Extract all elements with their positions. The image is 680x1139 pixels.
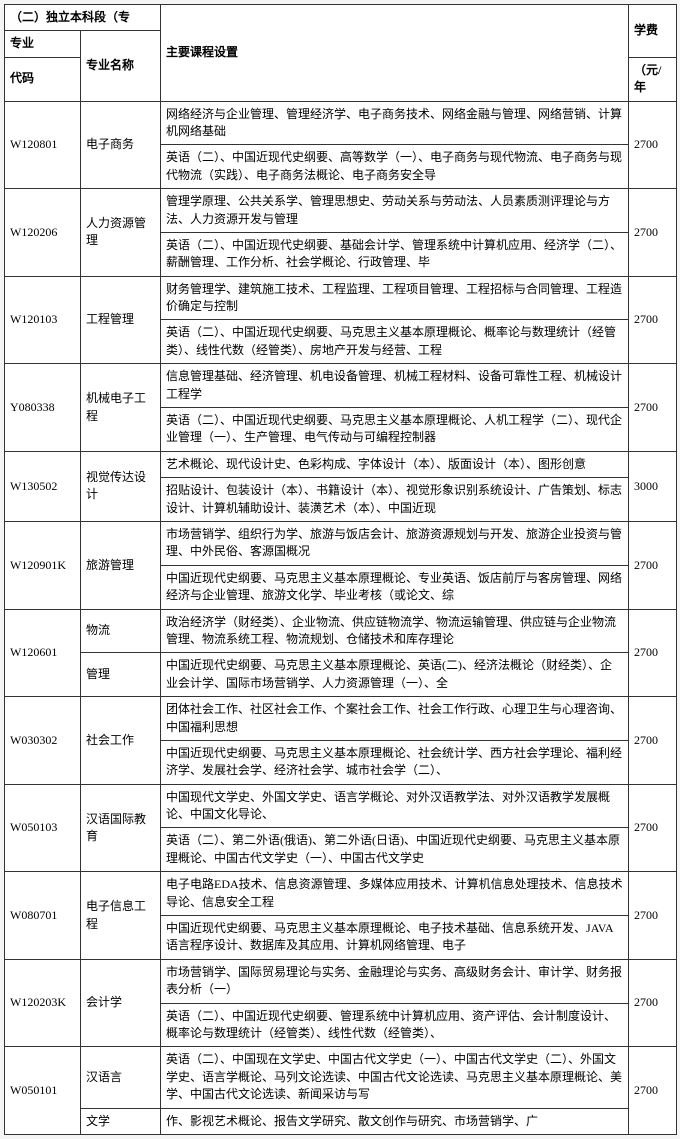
- tuition-fee: 2700: [629, 609, 677, 697]
- major-code: W120203K: [5, 959, 81, 1047]
- course-list: 中国近现代史纲要、马克思主义基本原理概论、英语(二)、经济法概论（财经类）、企业…: [161, 653, 629, 697]
- course-list: 英语（二）、中国近现代史纲要、马克思主义基本原理概论、人机工程学（二）、现代企业…: [161, 408, 629, 452]
- course-list: 市场营销学、国际贸易理论与实务、金融理论与实务、高级财务会计、审计学、财务报表分…: [161, 959, 629, 1003]
- tuition-fee: 2700: [629, 697, 677, 785]
- major-name: 视觉传达设计: [81, 451, 161, 521]
- major-name: 文学: [81, 1108, 161, 1134]
- course-list: 英语（二）、第二外语(俄语)、第二外语(日语)、中国近现代史纲要、马克思主义基本…: [161, 828, 629, 872]
- header-name: 专业名称: [81, 31, 161, 101]
- course-list: 招贴设计、包装设计（本）、书籍设计（本）、视觉形象识别系统设计、广告策划、标志设…: [161, 478, 629, 522]
- major-name: 电子信息工程: [81, 872, 161, 960]
- major-name: 人力资源管理: [81, 189, 161, 277]
- tuition-fee: 2700: [629, 101, 677, 189]
- tuition-fee: 2700: [629, 521, 677, 609]
- course-list: 信息管理基础、经济管理、机电设备管理、机械工程材料、设备可靠性工程、机械设计工程…: [161, 364, 629, 408]
- course-list: 英语（二）、中国近现代史纲要、高等数学（一）、电子商务与现代物流、电子商务与现代…: [161, 145, 629, 189]
- course-list: 中国近现代史纲要、马克思主义基本原理概论、专业英语、饭店前厅与客房管理、网络经济…: [161, 565, 629, 609]
- major-name: 管理: [81, 653, 161, 697]
- section-title: （二）独立本科段（专: [5, 5, 161, 31]
- major-code: W050103: [5, 784, 81, 872]
- header-fee-bot: （元/年: [629, 57, 677, 101]
- major-code: W050101: [5, 1047, 81, 1135]
- course-list: 网络经济与企业管理、管理经济学、电子商务技术、网络金融与管理、网络营销、计算机网…: [161, 101, 629, 145]
- tuition-fee: 2700: [629, 784, 677, 872]
- tuition-fee: 2700: [629, 959, 677, 1047]
- course-list: 英语（二）、中国现在文学史、中国古代文学史（一）、中国古代文学史（二）、外国文学…: [161, 1047, 629, 1108]
- course-list: 政治经济学（财经类）、企业物流、供应链物流学、物流运输管理、供应链与企业物流管理…: [161, 609, 629, 653]
- tuition-fee: 3000: [629, 451, 677, 521]
- course-list: 英语（二）、中国近现代史纲要、马克思主义基本原理概论、概率论与数理统计（经管类）…: [161, 320, 629, 364]
- course-list: 市场营销学、组织行为学、旅游与饭店会计、旅游资源规划与开发、旅游企业投资与管理、…: [161, 521, 629, 565]
- major-name: 社会工作: [81, 697, 161, 785]
- tuition-fee: 2700: [629, 364, 677, 452]
- major-name: 会计学: [81, 959, 161, 1047]
- major-name: 汉语言: [81, 1047, 161, 1108]
- course-list: 电子电路EDA技术、信息资源管理、多媒体应用技术、计算机信息处理技术、信息技术导…: [161, 872, 629, 916]
- tuition-fee: 2700: [629, 189, 677, 277]
- major-name: 旅游管理: [81, 521, 161, 609]
- major-name: 汉语国际教育: [81, 784, 161, 872]
- major-name: 电子商务: [81, 101, 161, 189]
- major-code: W120901K: [5, 521, 81, 609]
- header-code-top: 专业: [5, 31, 81, 57]
- header-fee-top: 学费: [629, 5, 677, 58]
- course-list: 团体社会工作、社区社会工作、个案社会工作、社会工作行政、心理卫生与心理咨询、中国…: [161, 697, 629, 741]
- course-list: 作、影视艺术概论、报告文学研究、散文创作与研究、市场营销学、广: [161, 1108, 629, 1134]
- course-list: 管理学原理、公共关系学、管理思想史、劳动关系与劳动法、人员素质测评理论与方法、人…: [161, 189, 629, 233]
- major-code: Y080338: [5, 364, 81, 452]
- header-code-bot: 代码: [5, 57, 81, 101]
- major-code: W120103: [5, 276, 81, 364]
- course-list: 英语（二）、中国近现代史纲要、管理系统中计算机应用、资产评估、会计制度设计、概率…: [161, 1003, 629, 1047]
- major-code: W130502: [5, 451, 81, 521]
- course-list: 财务管理学、建筑施工技术、工程监理、工程项目管理、工程招标与合同管理、工程造价确…: [161, 276, 629, 320]
- course-list: 中国近现代史纲要、马克思主义基本原理概论、社会统计学、西方社会学理论、福利经济学…: [161, 740, 629, 784]
- header-course: 主要课程设置: [161, 5, 629, 102]
- major-code: W120601: [5, 609, 81, 697]
- course-list: 英语（二）、中国近现代史纲要、基础会计学、管理系统中计算机应用、经济学（二）、薪…: [161, 232, 629, 276]
- major-name: 机械电子工程: [81, 364, 161, 452]
- course-list: 中国近现代史纲要、马克思主义基本原理概论、电子技术基础、信息系统开发、JAVA语…: [161, 916, 629, 960]
- tuition-fee: 2700: [629, 872, 677, 960]
- major-code: W080701: [5, 872, 81, 960]
- tuition-fee: 2700: [629, 1047, 677, 1135]
- course-list: 中国现代文学史、外国文学史、语言学概论、对外汉语教学法、对外汉语教学发展概论、中…: [161, 784, 629, 828]
- major-name: 工程管理: [81, 276, 161, 364]
- major-code: W120206: [5, 189, 81, 277]
- major-name: 物流: [81, 609, 161, 653]
- major-code: W120801: [5, 101, 81, 189]
- course-list: 艺术概论、现代设计史、色彩构成、字体设计（本）、版面设计（本）、图形创意: [161, 451, 629, 477]
- tuition-fee: 2700: [629, 276, 677, 364]
- major-code: W030302: [5, 697, 81, 785]
